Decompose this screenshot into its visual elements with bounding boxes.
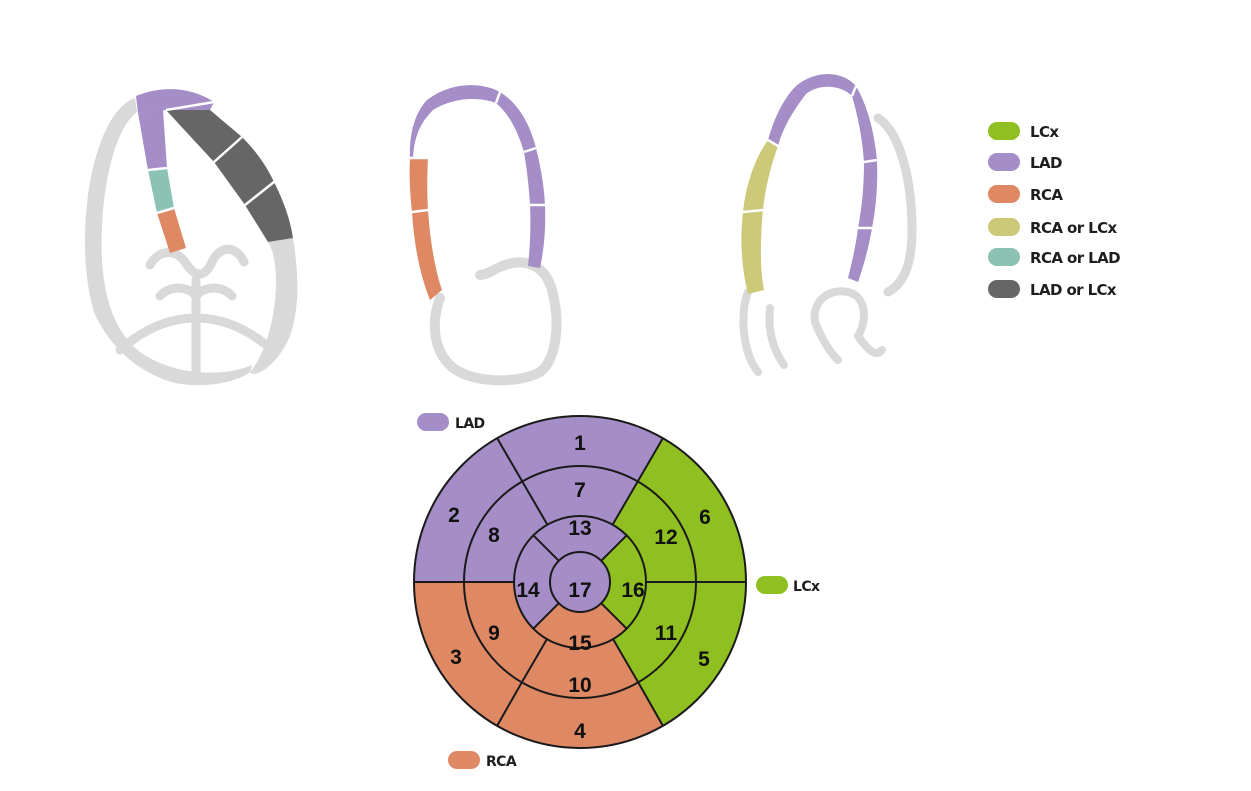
- legend-label-rca-or-lad: RCA or LAD: [1030, 249, 1120, 267]
- three-chamber-inferolateral-apical-lad: [768, 86, 806, 146]
- apex-lad-segment: [136, 89, 214, 113]
- legend-label-lcx: LCx: [1030, 123, 1059, 141]
- territory-tag-rca: RCA: [448, 751, 517, 770]
- territory-tag-lcx: LCx: [756, 576, 821, 595]
- territory-swatch-rca: [448, 751, 480, 769]
- segment-11-label: 11: [655, 622, 678, 645]
- left-atrium-wall: [429, 257, 562, 386]
- legend-swatch-lad-or-lcx: [988, 280, 1020, 298]
- two-chamber-inferior-apical-lad: [409, 101, 433, 158]
- segment-14-label: 14: [516, 579, 540, 602]
- territory-swatch-lcx: [756, 576, 788, 594]
- legend-label-lad: LAD: [1030, 154, 1062, 172]
- two-chamber-separators: [410, 91, 545, 214]
- segment-10-path: [522, 639, 638, 698]
- two-chamber-inferior-mid-rca: [409, 158, 428, 212]
- segment-2-path: [413, 438, 522, 582]
- segment-15-label: 15: [568, 632, 592, 655]
- segment-16-label: 16: [621, 579, 644, 602]
- territory-swatch-lad: [417, 413, 449, 431]
- segment-5-label: 5: [698, 648, 710, 671]
- legend-label-rca: RCA: [1030, 186, 1063, 204]
- valve-plane: [115, 244, 277, 383]
- territory-label-lcx: LCx: [793, 579, 820, 595]
- three-chamber-anteroseptal-mid-lad: [858, 160, 878, 228]
- segment-15-path: [533, 603, 627, 649]
- three-chamber-view: [739, 74, 917, 376]
- four-chamber-separators: [147, 100, 275, 215]
- segment-3-label: 3: [450, 646, 462, 669]
- bullseye-plot: 1 2 3 4 5 6 7 8 9 10 11 12 13 14 15 16 1…: [413, 413, 821, 770]
- two-chamber-anterior-basal-lad: [528, 205, 546, 268]
- segment-4-path: [497, 682, 663, 749]
- segment-14-path: [513, 535, 559, 629]
- territory-label-rca: RCA: [486, 754, 517, 770]
- three-chamber-inferolateral-basal-rca-or-lcx: [741, 210, 764, 294]
- bullseye-outlines: [413, 415, 747, 749]
- two-chamber-view: [409, 85, 562, 386]
- segment-3-path: [413, 582, 522, 726]
- legend-swatch-lad: [988, 153, 1020, 171]
- legend-item-rca-or-lad: RCA or LAD: [988, 248, 1121, 267]
- three-chamber-apex-lad: [796, 74, 856, 96]
- segment-11-path: [613, 582, 696, 682]
- three-chamber-separators: [742, 85, 878, 230]
- legend-swatch-rca-or-lad: [988, 248, 1020, 266]
- four-chamber-view: [84, 89, 298, 386]
- segment-17-label: 17: [568, 579, 591, 602]
- septum-rca-or-lad-segment: [148, 168, 174, 213]
- left-ventricle-lateral-wall: [250, 238, 298, 374]
- segment-1-label: 1: [574, 432, 586, 455]
- two-chamber-inferior-basal-rca: [412, 210, 442, 300]
- segment-8-label: 8: [488, 524, 500, 547]
- legend-label-rca-or-lcx: RCA or LCx: [1030, 219, 1117, 237]
- segment-2-label: 2: [448, 504, 460, 527]
- segment-4-label: 4: [574, 720, 586, 743]
- legend-swatch-rca-or-lcx: [988, 218, 1020, 236]
- segment-13-path: [533, 515, 627, 561]
- septum-lad-segment: [138, 110, 167, 170]
- segment-9-path: [464, 582, 547, 682]
- three-chamber-anteroseptal-apical-lad: [852, 86, 877, 162]
- right-ventricle-outline: [873, 113, 917, 297]
- segment-1-path: [497, 415, 663, 481]
- aortic-root-and-atrium: [739, 287, 886, 376]
- legend-item-rca: RCA: [988, 185, 1064, 204]
- legend-item-lad: LAD: [988, 153, 1063, 172]
- territory-tag-lad: LAD: [417, 413, 485, 432]
- three-chamber-anteroseptal-basal-lad: [848, 228, 872, 282]
- segment-7-label: 7: [574, 479, 586, 502]
- legend: LCx LAD RCA RCA or LCx RCA or LAD LAD or…: [988, 122, 1121, 299]
- legend-swatch-rca: [988, 185, 1020, 203]
- segment-7-path: [522, 465, 638, 524]
- two-chamber-apex-lad: [426, 85, 500, 110]
- segment-10-label: 10: [568, 674, 591, 697]
- segment-6-path: [638, 438, 747, 582]
- legend-item-rca-or-lcx: RCA or LCx: [988, 218, 1118, 237]
- segment-12-label: 12: [654, 526, 677, 549]
- segment-17-path: [550, 552, 610, 612]
- legend-swatch-lcx: [988, 122, 1020, 140]
- segment-8-path: [463, 481, 547, 582]
- segment-13-label: 13: [568, 517, 591, 540]
- two-chamber-anterior-mid-lad: [524, 148, 545, 205]
- septum-rca-segment: [157, 208, 186, 253]
- segment-9-label: 9: [488, 622, 500, 645]
- lateral-lad-or-lcx-apical: [166, 110, 242, 162]
- three-chamber-inferolateral-mid-rca-or-lcx: [743, 140, 778, 212]
- legend-item-lad-or-lcx: LAD or LCx: [988, 280, 1118, 299]
- two-chamber-anterior-apical-lad: [496, 92, 536, 152]
- segment-12-path: [613, 481, 697, 582]
- segment-6-label: 6: [699, 506, 711, 529]
- legend-item-lcx: LCx: [988, 122, 1060, 141]
- segment-5-path: [638, 582, 747, 726]
- lateral-lad-or-lcx-mid: [214, 137, 274, 205]
- territory-label-lad: LAD: [455, 416, 485, 432]
- segment-16-path: [601, 535, 647, 629]
- legend-label-lad-or-lcx: LAD or LCx: [1030, 281, 1117, 299]
